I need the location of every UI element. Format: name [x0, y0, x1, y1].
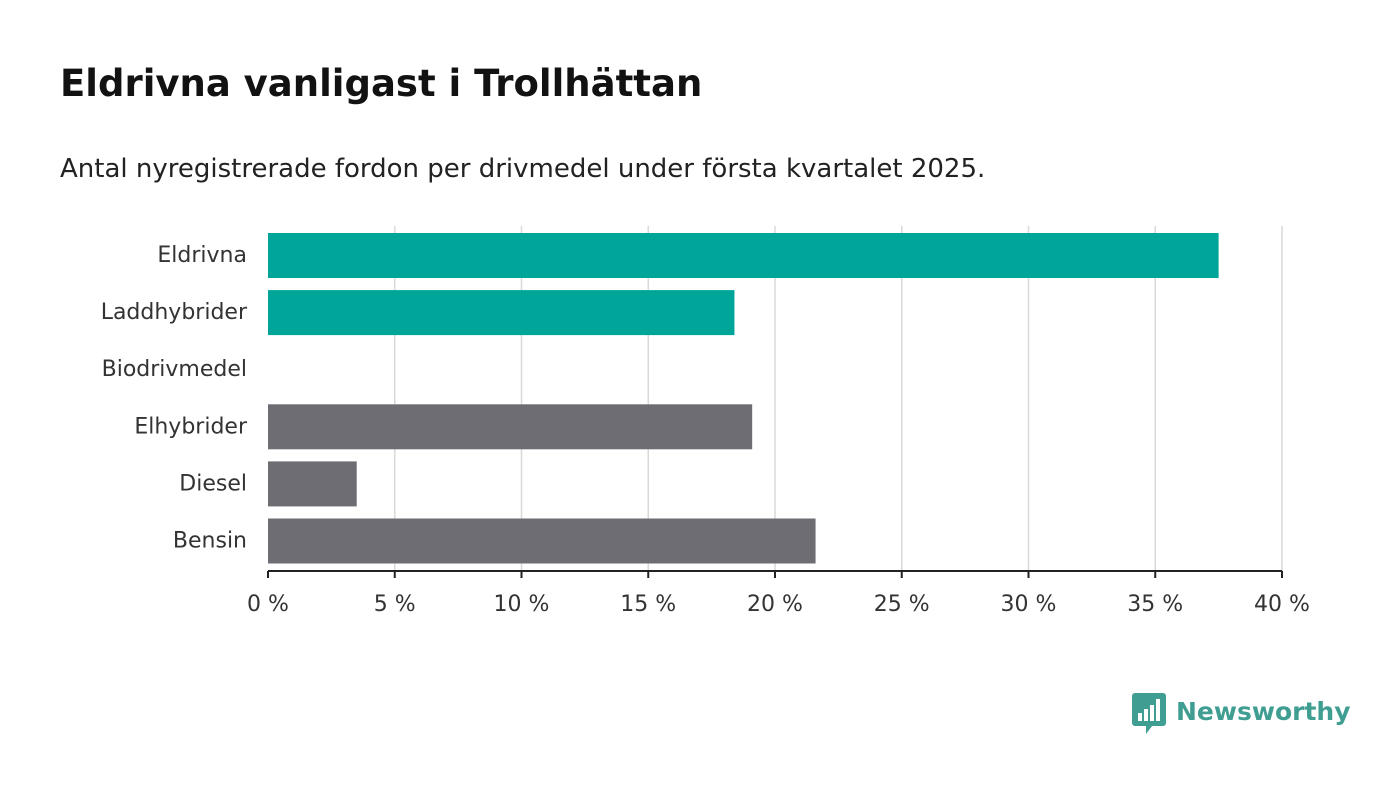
bar-laddhybrider	[268, 290, 735, 336]
chart-subtitle: Antal nyregistrerade fordon per drivmede…	[60, 154, 986, 184]
category-label: Laddhybrider	[101, 300, 248, 325]
category-labels: Eldrivna Laddhybrider Biodrivmedel Elhybrid…	[101, 243, 248, 554]
x-tick-label: 0 %	[247, 592, 289, 617]
x-tick-label: 15 %	[620, 592, 676, 617]
category-label: Eldrivna	[157, 243, 247, 268]
newsworthy-logo: Newsworthy	[1132, 692, 1351, 736]
x-axis: 0 % 5 % 10 % 15 % 20 % 25 % 30 % 35 % 40 %	[247, 570, 1310, 617]
x-tick-label: 5 %	[374, 592, 416, 617]
bars	[268, 233, 1219, 564]
bar-diesel	[268, 461, 357, 507]
x-tick-label: 10 %	[494, 592, 550, 617]
x-tick-label: 25 %	[874, 592, 930, 617]
category-label: Diesel	[179, 471, 247, 496]
bar-chart-speech-bubble-icon	[1132, 693, 1166, 734]
brand-name: Newsworthy	[1176, 696, 1351, 726]
bar-elhybrider	[268, 404, 753, 450]
x-tick-label: 30 %	[1001, 592, 1057, 617]
chart-title: Eldrivna vanligast i Trollhättan	[60, 62, 703, 105]
grid-lines	[394, 226, 1283, 571]
category-label: Biodrivmedel	[102, 357, 247, 382]
x-tick-label: 40 %	[1254, 592, 1310, 617]
bar-chart: Eldrivna Laddhybrider Biodrivmedel Elhybrid…	[101, 226, 1310, 617]
x-tick-label: 35 %	[1127, 592, 1183, 617]
x-tick-label: 20 %	[747, 592, 803, 617]
category-label: Bensin	[173, 529, 247, 554]
category-label: Elhybrider	[134, 414, 248, 439]
bar-eldrivna	[268, 233, 1219, 278]
bar-bensin	[268, 518, 816, 564]
